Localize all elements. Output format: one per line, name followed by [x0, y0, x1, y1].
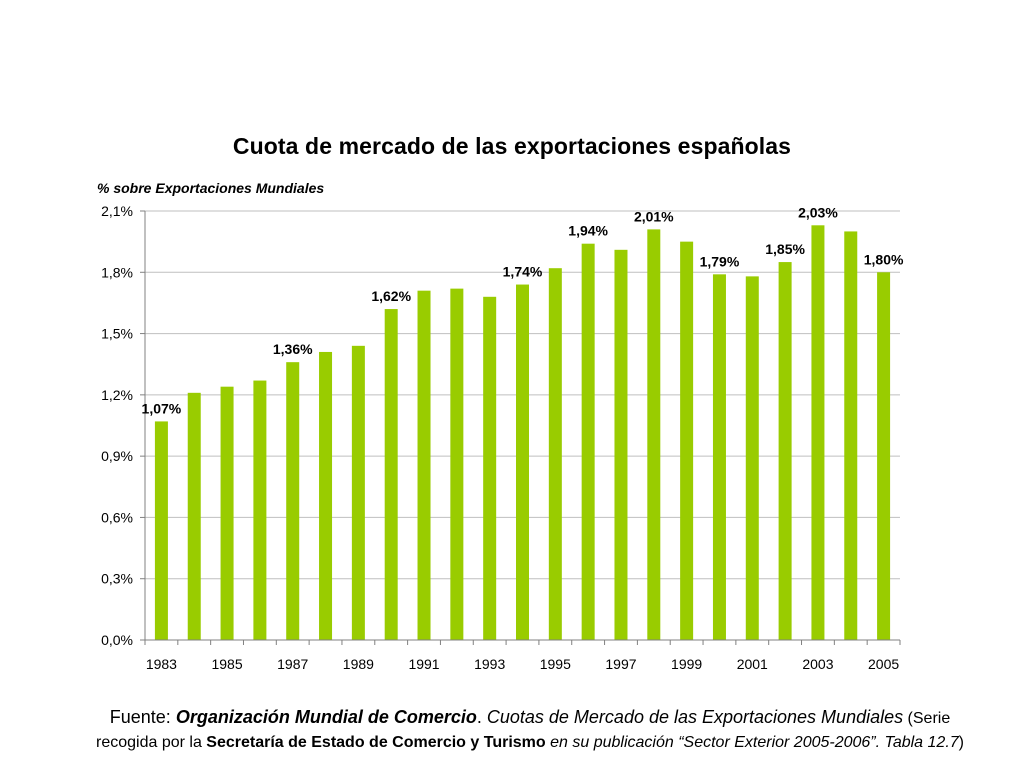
source-dot: . — [476, 707, 487, 727]
source-line2-a: recogida por la — [96, 734, 207, 751]
source-org: Organización Mundial de Comercio — [175, 707, 477, 727]
bar-2004 — [844, 231, 858, 640]
data-label-1994: 1,74% — [503, 264, 543, 280]
data-label-1996: 1,94% — [568, 223, 608, 239]
bars — [154, 225, 891, 641]
data-label-2000: 1,79% — [700, 253, 740, 269]
data-label-2003: 2,03% — [798, 204, 838, 220]
data-label-1983: 1,07% — [142, 400, 182, 416]
axes: 0,0% 0,3% 0,6% 0,9% 1,2% 1,5% 1,8% 2,1% 1983 1985… — [101, 203, 901, 672]
source-line2-b: en su publicación “Sector Exterior 2005-… — [545, 734, 959, 751]
source-paren-open: (Serie — [903, 710, 951, 727]
source-secretaria: Secretaría de Estado de Comercio y Turis… — [206, 734, 546, 751]
bar-2002 — [778, 262, 792, 640]
source-prefix: Fuente: — [109, 707, 176, 727]
data-label-1987: 1,36% — [273, 341, 313, 357]
bar-1985 — [220, 386, 234, 640]
y-tick-label: 0,3% — [101, 571, 133, 587]
x-tick-label: 2005 — [868, 656, 899, 672]
x-tick-label: 1987 — [277, 656, 308, 672]
bar-1986 — [253, 380, 267, 640]
data-label-1998: 2,01% — [634, 208, 674, 224]
bar-1989 — [351, 345, 365, 640]
x-tick-label: 2001 — [737, 656, 768, 672]
y-tick-label: 1,2% — [101, 387, 133, 403]
bar-1996 — [581, 243, 595, 640]
bar-1998 — [647, 229, 661, 640]
x-tick-label: 1999 — [671, 656, 702, 672]
x-tick-label: 1989 — [343, 656, 374, 672]
x-tick-label: 1991 — [408, 656, 439, 672]
x-tick-label: 1993 — [474, 656, 505, 672]
source-note: Fuente: Organización Mundial de Comercio… — [60, 706, 1000, 754]
source-publication: Cuotas de Mercado de las Exportaciones M… — [486, 707, 904, 727]
bar-1995 — [548, 268, 562, 640]
bar-1999 — [680, 241, 694, 640]
y-tick-label: 0,9% — [101, 448, 133, 464]
bar-1992 — [450, 288, 464, 640]
x-tick-label: 1997 — [605, 656, 636, 672]
x-tick-label: 1985 — [211, 656, 242, 672]
x-tick-label: 1995 — [540, 656, 571, 672]
data-labels: 1,07% 1,36% 1,62% 1,74% 1,94% 2,01% 1,79% 1,85%… — [142, 204, 904, 416]
bar-2001 — [745, 276, 759, 640]
bar-1983 — [154, 421, 168, 640]
bar-2000 — [712, 274, 726, 640]
bar-2005 — [877, 272, 891, 640]
data-label-2005: 1,80% — [864, 251, 904, 267]
x-tick-label: 1983 — [146, 656, 177, 672]
data-label-2002: 1,85% — [765, 241, 805, 257]
y-axis-label: % sobre Exportaciones Mundiales — [97, 180, 325, 196]
bar-1987 — [286, 362, 300, 640]
bar-1988 — [319, 351, 333, 640]
y-tick-label: 0,6% — [101, 509, 133, 525]
bar-1997 — [614, 249, 628, 641]
bar-1990 — [384, 309, 398, 640]
y-tick-label: 1,8% — [101, 264, 133, 280]
bar-1993 — [483, 296, 497, 640]
bar-1991 — [417, 290, 431, 640]
bar-1994 — [516, 284, 529, 640]
chart-title: Cuota de mercado de las exportaciones es… — [232, 133, 792, 159]
y-tick-label: 0,0% — [101, 632, 133, 648]
y-tick-label: 1,5% — [101, 326, 133, 342]
bar-chart: 0,0% 0,3% 0,6% 0,9% 1,2% 1,5% 1,8% 2,1% 1983 1985… — [101, 203, 904, 672]
x-tick-label: 2003 — [802, 656, 833, 672]
bar-2003 — [811, 225, 825, 641]
source-paren-close: ) — [958, 734, 964, 751]
bar-1984 — [187, 392, 201, 640]
data-label-1990: 1,62% — [371, 288, 411, 304]
y-tick-label: 2,1% — [101, 203, 133, 219]
